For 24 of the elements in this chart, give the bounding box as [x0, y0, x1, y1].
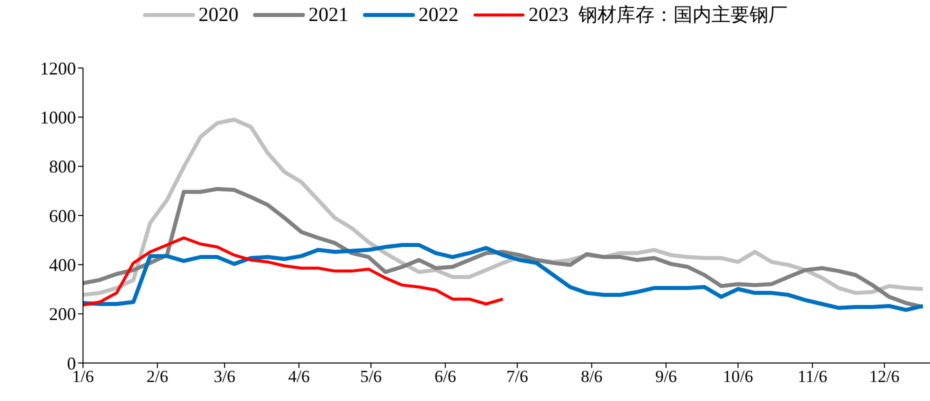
x-tick-label: 10/6 [722, 367, 754, 386]
x-tick-label: 7/6 [506, 367, 528, 386]
x-tick-label: 6/6 [434, 367, 456, 386]
x-tick-label: 5/6 [360, 367, 382, 386]
y-tick-label: 1000 [40, 108, 76, 128]
x-tick-label: 11/6 [798, 367, 828, 386]
chart-title: 钢材库存：国内主要钢厂 [578, 3, 788, 28]
y-tick-label: 200 [49, 304, 76, 324]
y-tick-label: 800 [49, 156, 76, 177]
x-tick-label: 9/6 [655, 367, 677, 386]
x-tick-label: 12/6 [869, 367, 900, 386]
line-series [83, 236, 504, 306]
x-tick-label: 8/6 [580, 367, 603, 386]
legend-label: 2022 [418, 4, 458, 26]
legend-label: 2023 [528, 4, 568, 26]
legend-label: 2021 [308, 4, 348, 26]
y-tick-label: 400 [49, 255, 76, 276]
y-tick-label: 600 [49, 206, 76, 226]
x-tick-label: 3/6 [214, 367, 236, 386]
x-tick-label: 4/6 [288, 367, 310, 386]
x-tick-label: 2/6 [146, 367, 168, 386]
y-tick-label: 1200 [40, 58, 76, 78]
legend-label: 2020 [198, 4, 238, 26]
y-tick-label: 0 [67, 353, 76, 374]
